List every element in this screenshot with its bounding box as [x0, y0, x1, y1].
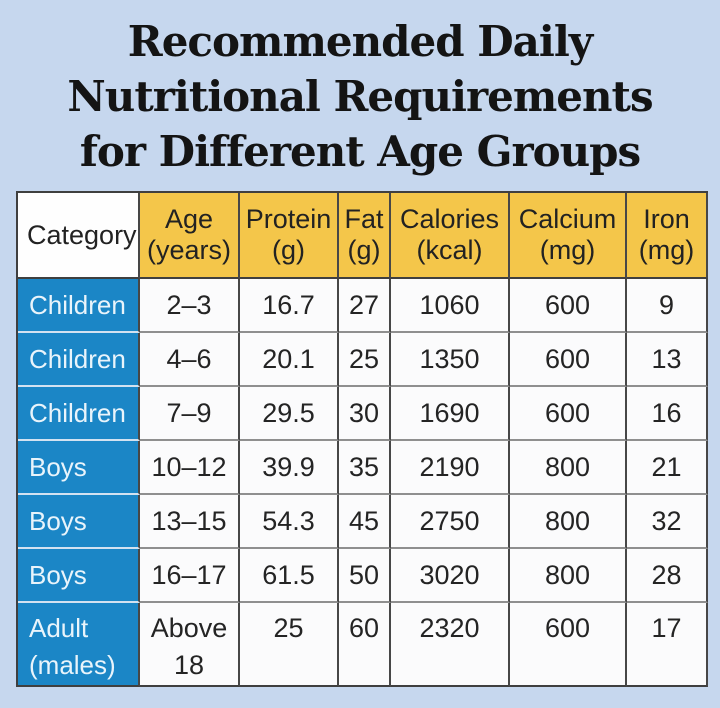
column-label: Category [27, 219, 137, 250]
data-cell: 600 [510, 603, 627, 687]
page-title-line-1: Recommended Daily [127, 17, 593, 66]
column-header-protein: Protein (g) [240, 193, 339, 279]
data-cell: 54.3 [240, 495, 339, 549]
column-header-category: Category [18, 193, 140, 279]
data-cell: 3020 [391, 549, 510, 603]
column-header-calcium: Calcium (mg) [510, 193, 627, 279]
data-cell: 25 [339, 333, 391, 387]
data-cell: 39.9 [240, 441, 339, 495]
data-cell: 2320 [391, 603, 510, 687]
data-cell: 600 [510, 333, 627, 387]
column-unit: (g) [272, 235, 305, 265]
nutrition-table: Category Age (years) Protein (g) Fat (g) Calori… [16, 191, 708, 687]
data-cell: 1690 [391, 387, 510, 441]
data-cell: 2–3 [140, 279, 240, 333]
data-cell: 800 [510, 495, 627, 549]
page-title: Recommended Daily Nutritional Requiremen… [0, 14, 720, 179]
data-cell: 35 [339, 441, 391, 495]
column-unit: (years) [146, 235, 231, 265]
column-unit: (mg) [539, 235, 596, 265]
data-cell: 9 [627, 279, 708, 333]
category-cell: Boys [18, 549, 140, 603]
data-cell: 13 [627, 333, 708, 387]
data-cell: 1350 [391, 333, 510, 387]
data-cell: 28 [627, 549, 708, 603]
data-cell: 20.1 [240, 333, 339, 387]
table-row: Boys 16–17 61.5 50 3020 800 28 [18, 549, 708, 603]
data-cell: 45 [339, 495, 391, 549]
data-cell: 30 [339, 387, 391, 441]
table-row: Boys 10–12 39.9 35 2190 800 21 [18, 441, 708, 495]
data-cell: 60 [339, 603, 391, 687]
page-title-line-2: Nutritional Requirements [67, 72, 653, 121]
page-title-line-3: for Different Age Groups [79, 127, 641, 176]
data-cell: Above 18 [140, 603, 240, 687]
data-cell: 16.7 [240, 279, 339, 333]
table-body: Children 2–3 16.7 27 1060 600 9 Children 4–6 20.1… [18, 279, 708, 687]
table-row: Children 7–9 29.5 30 1690 600 16 [18, 387, 708, 441]
column-label: Protein [245, 204, 332, 234]
category-cell: Children [18, 279, 140, 333]
category-cell: Children [18, 387, 140, 441]
column-header-calories: Calories (kcal) [391, 193, 510, 279]
data-cell: 61.5 [240, 549, 339, 603]
data-cell: 21 [627, 441, 708, 495]
column-header-fat: Fat (g) [339, 193, 391, 279]
column-header-age: Age (years) [140, 193, 240, 279]
column-label: Calcium [518, 204, 617, 234]
table-row: Boys 13–15 54.3 45 2750 800 32 [18, 495, 708, 549]
column-header-iron: Iron (mg) [627, 193, 708, 279]
column-unit: (mg) [638, 235, 695, 265]
column-label: Calories [399, 204, 500, 234]
column-label: Age [164, 204, 214, 234]
table-row: Children 2–3 16.7 27 1060 600 9 [18, 279, 708, 333]
data-cell: 4–6 [140, 333, 240, 387]
category-cell: Children [18, 333, 140, 387]
category-cell: Adult (males) [18, 603, 140, 687]
category-cell: Boys [18, 495, 140, 549]
category-cell: Boys [18, 441, 140, 495]
data-cell: 600 [510, 387, 627, 441]
data-cell: 32 [627, 495, 708, 549]
data-cell: 2190 [391, 441, 510, 495]
data-cell: 10–12 [140, 441, 240, 495]
data-cell: 7–9 [140, 387, 240, 441]
data-cell: 25 [240, 603, 339, 687]
data-cell: 1060 [391, 279, 510, 333]
data-cell: 800 [510, 441, 627, 495]
data-cell: 2750 [391, 495, 510, 549]
data-cell: 16 [627, 387, 708, 441]
data-cell: 600 [510, 279, 627, 333]
data-cell: 13–15 [140, 495, 240, 549]
table-row: Adult (males) Above 18 25 60 2320 600 17 [18, 603, 708, 687]
data-cell: 16–17 [140, 549, 240, 603]
column-unit: (kcal) [416, 235, 483, 265]
data-cell: 27 [339, 279, 391, 333]
column-unit: (g) [347, 235, 381, 265]
data-cell: 50 [339, 549, 391, 603]
data-cell: 29.5 [240, 387, 339, 441]
column-label: Iron [643, 204, 690, 234]
table-row: Children 4–6 20.1 25 1350 600 13 [18, 333, 708, 387]
header-row: Category Age (years) Protein (g) Fat (g) Calori… [18, 193, 708, 279]
data-cell: 17 [627, 603, 708, 687]
column-label: Fat [344, 204, 384, 234]
data-cell: 800 [510, 549, 627, 603]
